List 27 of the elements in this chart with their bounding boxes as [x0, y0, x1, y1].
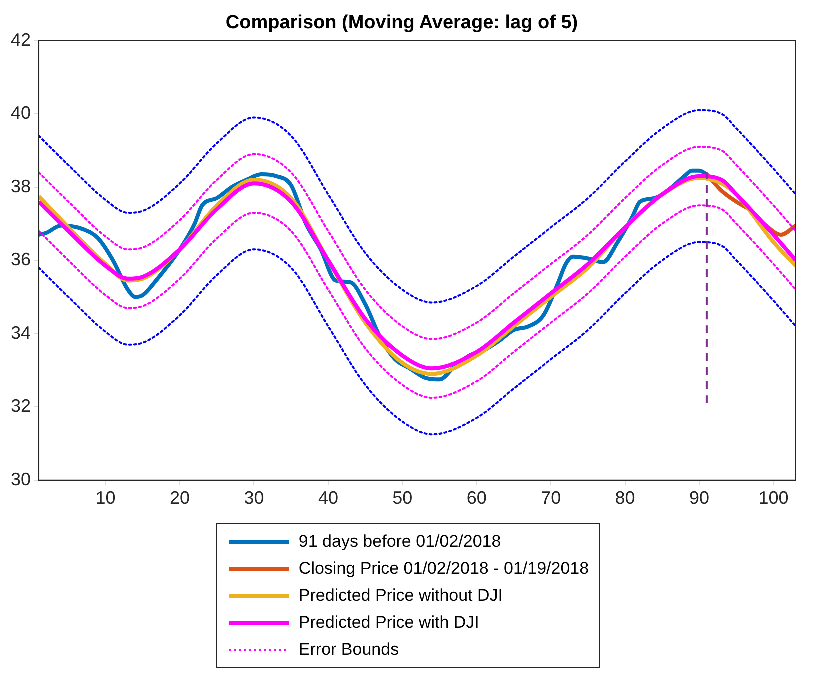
- y-tick-label: 32: [10, 396, 32, 416]
- legend-label: Predicted Price without DJI: [298, 586, 504, 606]
- line-series: [39, 241, 796, 436]
- x-tick-label: 80: [615, 488, 636, 508]
- chart-title: Comparison (Moving Average: lag of 5): [226, 12, 578, 34]
- x-tick-label: 70: [541, 488, 562, 508]
- y-tick-label: 30: [10, 469, 32, 490]
- y-tick-label: 40: [10, 103, 32, 124]
- y-tick-label: 36: [10, 250, 32, 270]
- x-tick-label: 30: [244, 488, 264, 508]
- legend-label: 91 days before 01/02/2018: [298, 532, 502, 552]
- line-series: [39, 204, 796, 399]
- x-tick-label: 50: [392, 488, 413, 508]
- legend-label: Predicted Price with DJI: [298, 612, 480, 632]
- x-tick-label: 40: [318, 488, 338, 508]
- line-series: [39, 146, 796, 340]
- x-tick-label: 20: [170, 488, 190, 508]
- legend-label: Error Bounds: [298, 640, 400, 660]
- x-tick-label: 10: [96, 488, 116, 508]
- x-tick-label: 90: [690, 488, 710, 508]
- x-tick-label: 100: [758, 488, 789, 508]
- line-series: [39, 109, 796, 304]
- y-tick-label: 42: [10, 30, 32, 50]
- x-tick-label: 60: [466, 488, 487, 508]
- y-tick-label: 38: [10, 176, 32, 196]
- legend-label: Closing Price 01/02/2018 - 01/19/2018: [298, 558, 590, 578]
- y-tick-label: 34: [10, 322, 32, 343]
